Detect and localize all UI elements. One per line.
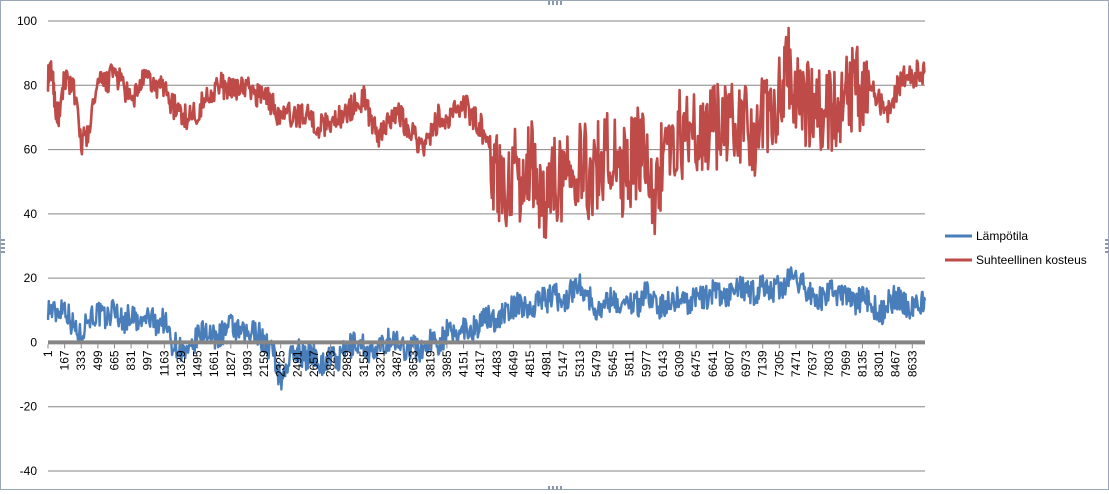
x-tick-label: 1827	[224, 350, 238, 377]
x-tick-label: 2657	[307, 350, 321, 377]
x-tick-label: 5811	[623, 350, 637, 376]
x-tick-label: 1993	[240, 350, 254, 377]
x-tick-label: 7803	[822, 350, 836, 377]
x-tick-label: 4815	[523, 350, 537, 377]
x-tick-label: 3985	[440, 350, 454, 377]
x-tick-label: 5479	[589, 350, 603, 377]
x-tick-label: 4483	[490, 350, 504, 377]
x-tick-label: 3653	[407, 350, 421, 377]
x-tick-label: 8467	[889, 350, 903, 377]
x-tick-label: 1661	[207, 350, 221, 377]
y-tick-label: -20	[20, 400, 38, 414]
y-tick-label: 0	[30, 335, 37, 349]
x-tick-label: 7139	[756, 350, 770, 377]
x-tick-label: 665	[107, 350, 121, 370]
x-tick-label: 6807	[722, 350, 736, 377]
x-tick-label: 6309	[673, 350, 687, 377]
x-tick-label: 3819	[423, 350, 437, 377]
resize-handle-bottom[interactable]	[548, 486, 562, 490]
x-tick-label: 4317	[473, 350, 487, 377]
resize-handle-left[interactable]	[1, 239, 5, 253]
x-tick-label: 6973	[739, 350, 753, 377]
x-tick-label: 7969	[839, 350, 853, 377]
series-layer	[46, 26, 927, 391]
x-tick-label: 5313	[573, 350, 587, 377]
series-line-suhteellinen-kosteus	[46, 26, 926, 239]
y-tick-label: 80	[24, 78, 38, 92]
x-tick-label: 2491	[290, 350, 304, 377]
y-tick-label: 100	[17, 14, 37, 28]
x-tick-label: 6475	[689, 350, 703, 377]
x-axis-ticks: 1 167 333 499 665 831 997 1163 1329 1495 1661 1827 1…	[41, 344, 919, 377]
x-tick-label: 6641	[706, 350, 720, 377]
x-tick-label: 8135	[855, 350, 869, 377]
x-tick-label: 1	[41, 350, 55, 357]
y-tick-label: -40	[20, 464, 38, 478]
x-tick-label: 2159	[257, 350, 271, 377]
x-tick-label: 333	[74, 350, 88, 370]
x-tick-label: 167	[58, 350, 72, 370]
y-axis-ticks: -40 -20 0 20 40 60 80 100	[17, 14, 37, 478]
legend-label: Suhteellinen kosteus	[976, 253, 1087, 267]
y-tick-label: 20	[24, 271, 38, 285]
y-tick-label: 40	[24, 207, 38, 221]
y-tick-label: 60	[24, 143, 38, 157]
x-tick-label: 1163	[157, 350, 171, 376]
legend-label: Lämpötila	[976, 229, 1028, 243]
x-tick-label: 4981	[540, 350, 554, 377]
x-tick-label: 3487	[390, 350, 404, 377]
x-tick-label: 5645	[606, 350, 620, 377]
x-tick-label: 2823	[324, 350, 338, 377]
x-tick-label: 2989	[340, 350, 354, 377]
series-line-lampotila	[46, 266, 927, 391]
resize-handle-top[interactable]	[548, 1, 562, 5]
x-tick-label: 7637	[806, 350, 820, 377]
resize-handle-right[interactable]	[1105, 239, 1109, 253]
x-tick-label: 499	[91, 350, 105, 370]
x-tick-label: 7305	[772, 350, 786, 377]
legend: Lämpötila Suhteellinen kosteus	[945, 229, 1087, 267]
x-tick-label: 7471	[789, 350, 803, 377]
x-tick-label: 2325	[274, 350, 288, 377]
x-tick-label: 6143	[656, 350, 670, 377]
x-tick-label: 3321	[373, 350, 387, 377]
x-tick-label: 1495	[191, 350, 205, 377]
x-tick-label: 5977	[639, 350, 653, 377]
x-tick-label: 3155	[357, 350, 371, 377]
x-tick-label: 8633	[905, 350, 919, 377]
x-tick-label: 4649	[506, 350, 520, 377]
x-tick-label: 5147	[556, 350, 570, 377]
x-tick-label: 4151	[457, 350, 471, 377]
x-tick-label: 8301	[872, 350, 886, 377]
x-tick-label: 1329	[174, 350, 188, 377]
x-tick-label: 997	[141, 350, 155, 370]
x-tick-label: 831	[124, 350, 138, 370]
